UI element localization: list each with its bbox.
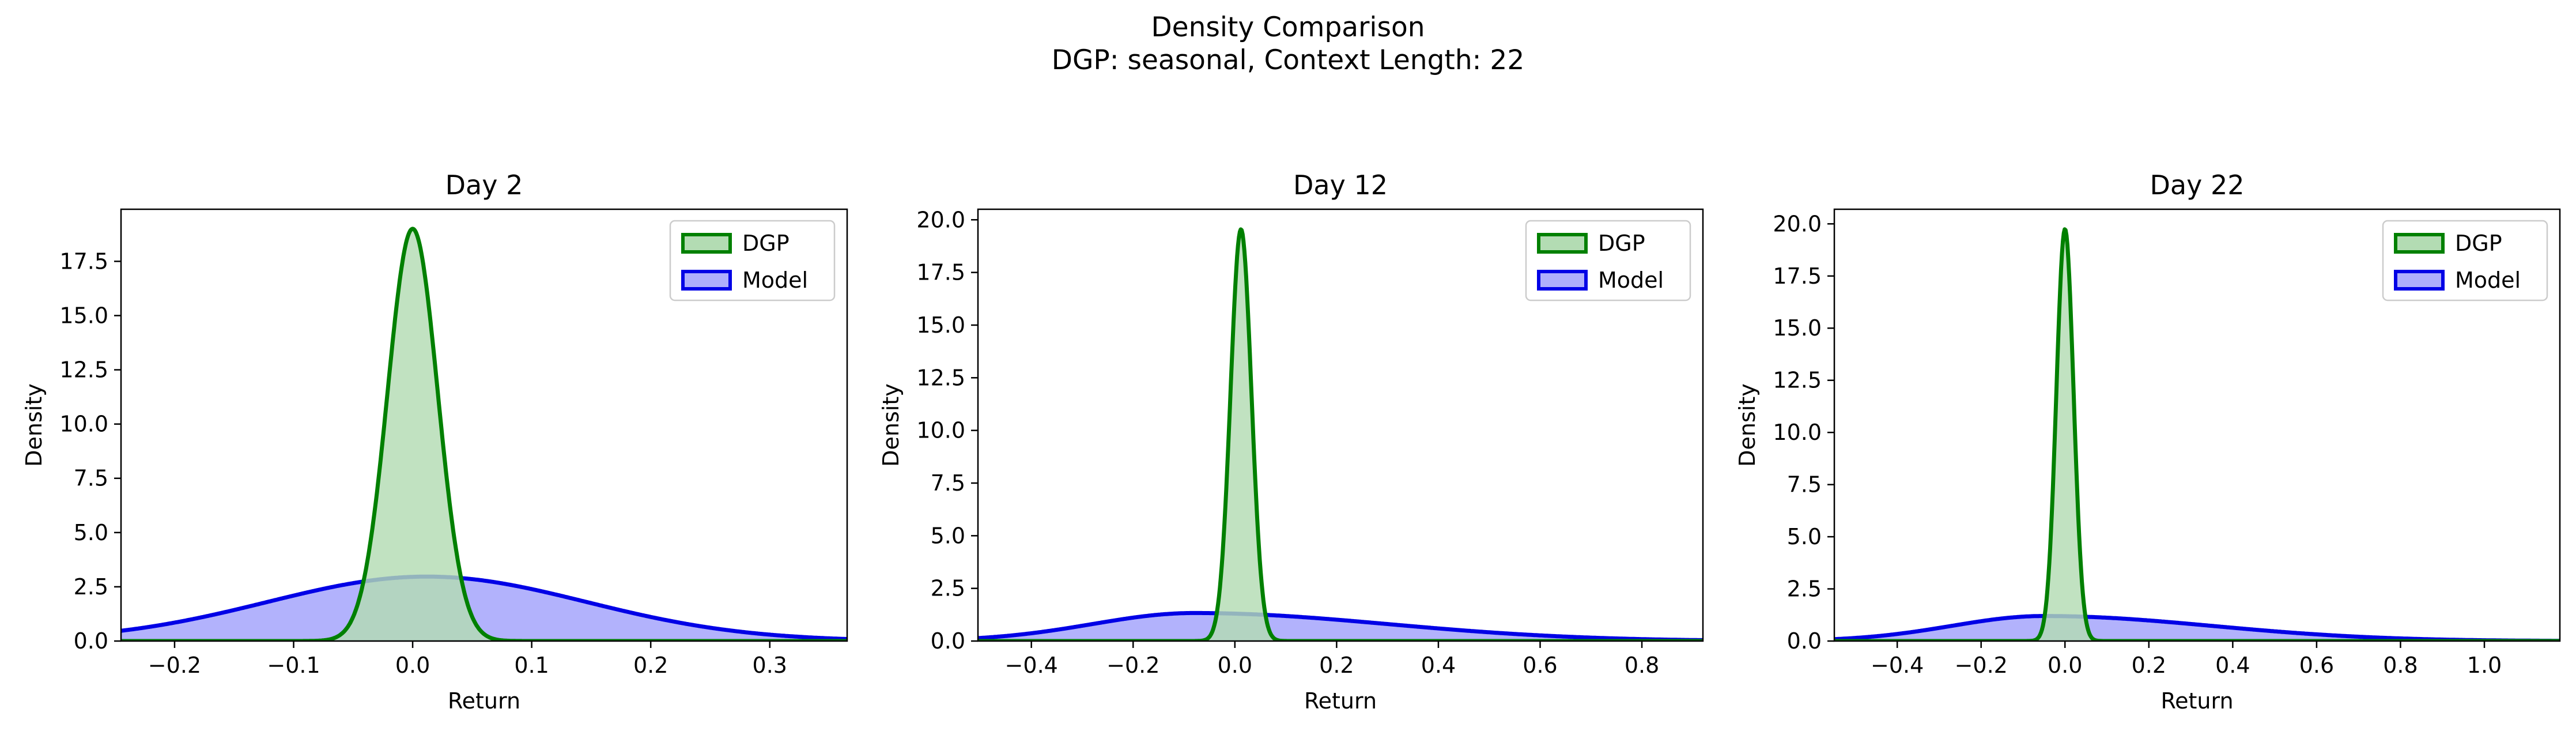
subplot-title: Day 12 xyxy=(1293,169,1388,201)
model-density-fill xyxy=(121,576,847,641)
x-tick-label: 0.4 xyxy=(2215,653,2250,678)
y-axis-label: Density xyxy=(21,383,47,466)
y-tick-label: 0.0 xyxy=(74,628,108,654)
dgp-density-line xyxy=(121,227,847,641)
x-tick-label: 1.0 xyxy=(2467,653,2502,678)
plot-area xyxy=(1834,227,2560,641)
y-tick-label: 0.0 xyxy=(931,628,965,654)
x-tick-label: 0.6 xyxy=(2299,653,2334,678)
subplot-day-2: −0.2 −0.1 0.0 0.1 0.2 0.3 0.0 2.5 5.0 7.5 10.0 12.5… xyxy=(21,169,848,714)
x-axis-label: Return xyxy=(2160,688,2233,714)
y-tick-label: 5.0 xyxy=(931,523,965,548)
x-tick-label: 0.8 xyxy=(2383,653,2418,678)
legend-label: Model xyxy=(742,267,808,293)
plot-area xyxy=(121,227,847,641)
y-tick-label: 17.5 xyxy=(59,248,108,274)
legend-label: DGP xyxy=(2455,231,2502,256)
y-tick-label: 12.5 xyxy=(916,365,965,390)
dgp-legend-swatch xyxy=(1537,233,1588,254)
figure-subtitle: DGP: seasonal, Context Length: 22 xyxy=(1052,44,1524,76)
y-tick-label: 17.5 xyxy=(1773,263,1822,289)
y-tick-label: 17.5 xyxy=(916,260,965,285)
x-axis-label: Return xyxy=(448,688,520,714)
model-legend-swatch xyxy=(1537,270,1588,291)
model-legend-swatch xyxy=(2394,270,2445,291)
legend: DGP Model xyxy=(1525,220,1691,301)
x-tick-label: 0.4 xyxy=(1421,653,1456,678)
y-tick-label: 20.0 xyxy=(916,207,965,232)
x-tick-label: 0.0 xyxy=(395,653,430,678)
model-density-line xyxy=(121,574,847,641)
axes-frame xyxy=(1833,208,2561,642)
y-tick-label: 7.5 xyxy=(931,470,965,496)
y-tick-label: 15.0 xyxy=(59,303,108,328)
x-tick-label: −0.1 xyxy=(267,653,320,678)
y-tick-label: 5.0 xyxy=(1787,524,1822,549)
y-tick-label: 10.0 xyxy=(1773,420,1822,445)
y-tick-label: 7.5 xyxy=(1787,472,1822,497)
y-tick-label: 7.5 xyxy=(74,466,108,491)
subplot-day-12: −0.4 −0.2 0.0 0.2 0.4 0.6 0.8 0.0 2.5 5.0 7.5 10.0 1… xyxy=(878,169,1704,714)
y-tick-label: 5.0 xyxy=(74,520,108,545)
y-tick-label: 20.0 xyxy=(1773,211,1822,236)
x-tick-label: 0.0 xyxy=(1218,653,1252,678)
x-tick-label: −0.2 xyxy=(148,653,201,678)
y-tick-label: 2.5 xyxy=(1787,576,1822,602)
x-tick-label: 0.0 xyxy=(2048,653,2082,678)
x-tick-label: 0.2 xyxy=(633,653,668,678)
y-tick-label: 0.0 xyxy=(1787,628,1822,654)
model-density-line xyxy=(978,610,1703,641)
x-tick-label: 0.8 xyxy=(1625,653,1659,678)
figure-title: Density Comparison xyxy=(1151,12,1425,43)
y-axis-label: Density xyxy=(878,383,904,466)
legend: DGP Model xyxy=(2382,220,2548,301)
subplot-title: Day 22 xyxy=(2150,169,2245,201)
y-axis-label: Density xyxy=(1735,383,1760,466)
x-tick-label: 0.3 xyxy=(753,653,787,678)
subplot-day-22: −0.4 −0.2 0.0 0.2 0.4 0.6 0.8 1.0 0.0 2.5 5.0 7.5 10… xyxy=(1735,169,2561,714)
y-tick-label: 15.0 xyxy=(1773,315,1822,341)
x-tick-label: 0.2 xyxy=(1319,653,1354,678)
subplot-title: Day 2 xyxy=(445,169,523,201)
y-tick-label: 12.5 xyxy=(59,357,108,383)
legend-label: Model xyxy=(1598,267,1664,293)
y-tick-label: 10.0 xyxy=(916,418,965,443)
y-tick-label: 12.5 xyxy=(1773,368,1822,393)
x-tick-label: 0.1 xyxy=(514,653,549,678)
x-tick-label: −0.4 xyxy=(1871,653,1924,678)
model-density-fill xyxy=(978,613,1703,641)
x-tick-label: 0.6 xyxy=(1523,653,1557,678)
legend-label: DGP xyxy=(742,231,790,256)
plot-area xyxy=(978,227,1703,641)
legend: DGP Model xyxy=(669,220,836,301)
legend-label: Model xyxy=(2455,267,2521,293)
y-tick-label: 2.5 xyxy=(931,576,965,601)
y-tick-label: 10.0 xyxy=(59,412,108,437)
dgp-legend-swatch xyxy=(681,233,732,254)
axes-frame xyxy=(977,208,1704,642)
x-axis-label: Return xyxy=(1304,688,1377,714)
model-density-fill xyxy=(1834,616,2560,641)
x-tick-label: −0.2 xyxy=(1955,653,2008,678)
model-legend-swatch xyxy=(681,270,732,291)
x-tick-label: −0.4 xyxy=(1005,653,1058,678)
axes-frame xyxy=(120,208,848,642)
dgp-legend-swatch xyxy=(2394,233,2445,254)
y-tick-label: 15.0 xyxy=(916,312,965,338)
legend-label: DGP xyxy=(1598,231,1645,256)
x-tick-label: 0.2 xyxy=(2132,653,2166,678)
y-tick-label: 2.5 xyxy=(74,574,108,600)
x-tick-label: −0.2 xyxy=(1106,653,1159,678)
